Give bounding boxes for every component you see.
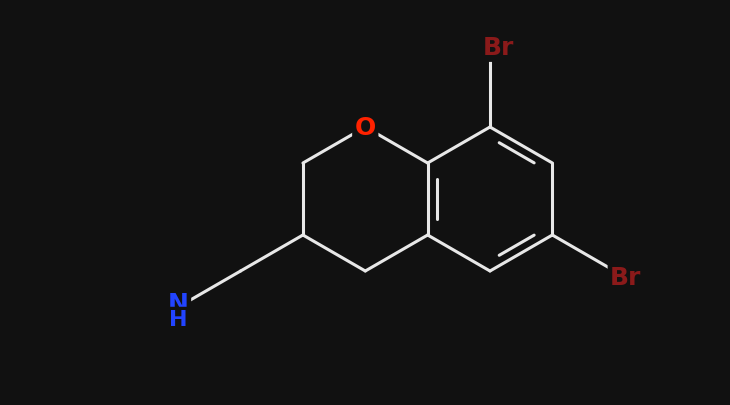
Text: N: N (168, 291, 188, 315)
Text: Br: Br (483, 36, 514, 60)
Text: Br: Br (610, 265, 642, 289)
Text: H: H (169, 309, 188, 329)
Text: O: O (355, 116, 376, 140)
